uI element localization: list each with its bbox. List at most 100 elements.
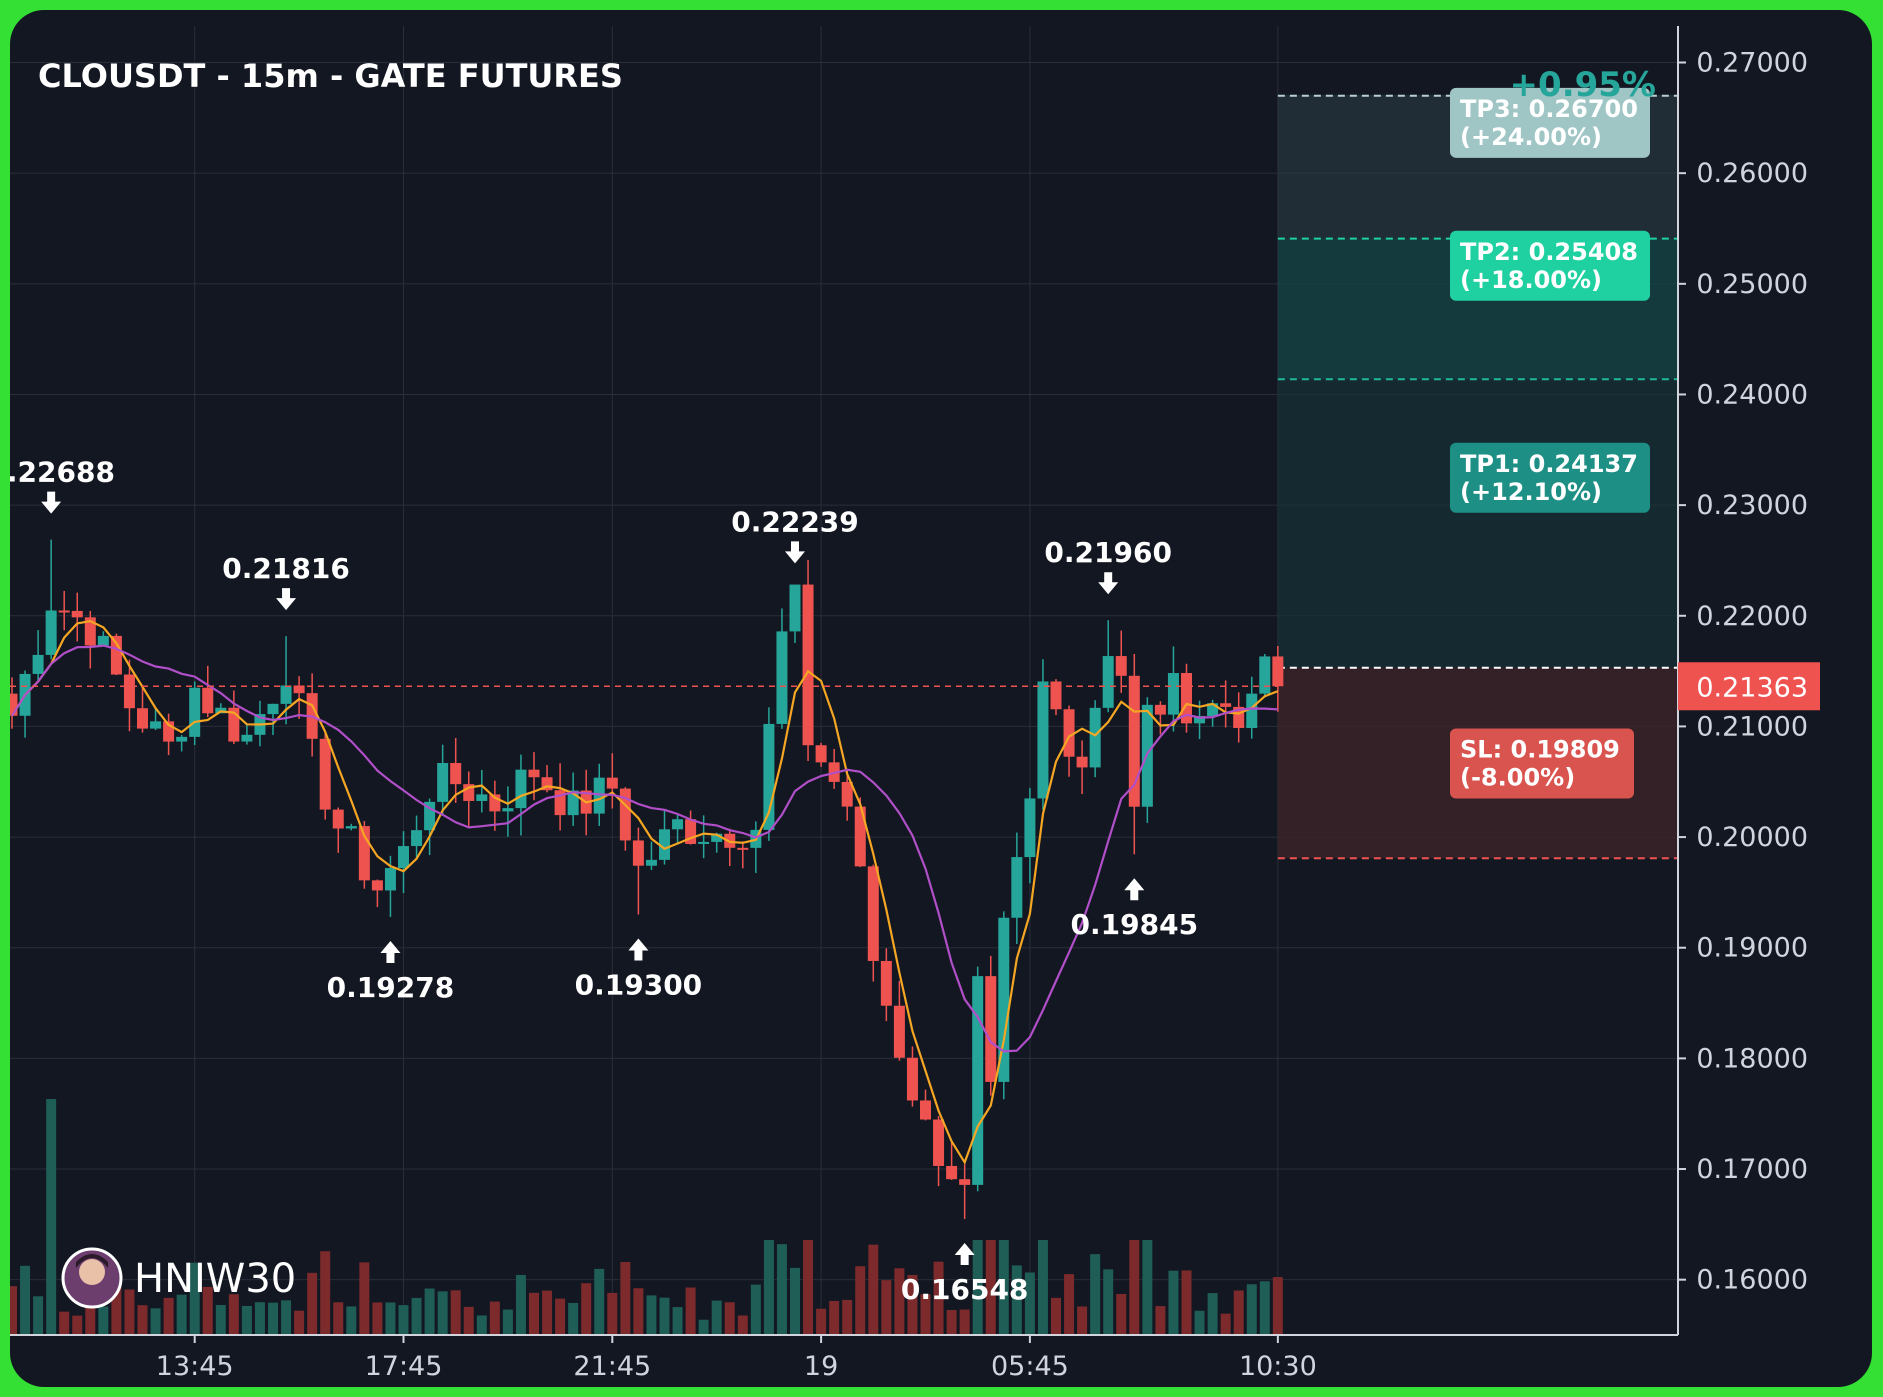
candle[interactable] <box>463 771 475 828</box>
candle[interactable] <box>933 1116 945 1187</box>
candle-body[interactable] <box>476 794 488 801</box>
candle-body[interactable] <box>698 841 710 844</box>
candle-body[interactable] <box>450 763 462 785</box>
candle[interactable] <box>293 676 305 719</box>
candle-body[interactable] <box>606 777 618 789</box>
candle[interactable] <box>1037 659 1049 810</box>
candle-body[interactable] <box>946 1165 958 1180</box>
candle[interactable] <box>241 723 253 745</box>
candle[interactable] <box>110 633 122 676</box>
candle-body[interactable] <box>293 685 305 694</box>
candle-body[interactable] <box>1154 704 1166 715</box>
candle-body[interactable] <box>10 693 18 716</box>
candle[interactable] <box>345 823 357 831</box>
candle-body[interactable] <box>228 707 240 742</box>
candle[interactable] <box>202 665 214 718</box>
candle-body[interactable] <box>645 859 657 866</box>
candle[interactable] <box>411 815 423 858</box>
candle[interactable] <box>893 980 905 1061</box>
candle[interactable] <box>972 966 984 1192</box>
candle[interactable] <box>880 948 892 1022</box>
candle-body[interactable] <box>437 763 449 802</box>
candle-body[interactable] <box>880 960 892 1006</box>
candle-body[interactable] <box>867 866 879 961</box>
candle-body[interactable] <box>1181 673 1192 724</box>
candle[interactable] <box>946 1142 958 1180</box>
candle-body[interactable] <box>515 769 527 809</box>
candle[interactable] <box>998 911 1010 1100</box>
candle-body[interactable] <box>150 721 162 729</box>
target-box-sl[interactable]: SL: 0.19809(-8.00%) <box>1450 728 1634 799</box>
candle-body[interactable] <box>906 1057 918 1101</box>
candle[interactable] <box>828 748 840 789</box>
candle[interactable] <box>1076 740 1088 795</box>
price-chart[interactable]: 0.22688 0.21816 0.19278 0.19300 0.22239 0.165… <box>10 10 1872 1387</box>
candle-body[interactable] <box>163 721 175 742</box>
candle[interactable] <box>541 765 553 793</box>
candle-body[interactable] <box>1050 681 1062 710</box>
candle-body[interactable] <box>241 734 253 742</box>
candle[interactable] <box>1011 832 1023 944</box>
candle-body[interactable] <box>893 1005 905 1058</box>
candle[interactable] <box>1154 701 1166 735</box>
candle-body[interactable] <box>411 830 423 847</box>
candle-body[interactable] <box>1246 693 1258 728</box>
candle-body[interactable] <box>685 819 697 844</box>
candle[interactable] <box>32 630 44 682</box>
candle[interactable] <box>1128 653 1140 855</box>
candle-body[interactable] <box>280 685 292 704</box>
candle-body[interactable] <box>1167 673 1179 715</box>
candle-body[interactable] <box>1128 675 1140 807</box>
candle-body[interactable] <box>619 788 631 841</box>
candle-body[interactable] <box>1102 656 1114 708</box>
candle[interactable] <box>554 763 566 831</box>
candle-body[interactable] <box>502 808 514 812</box>
candle[interactable] <box>332 807 344 853</box>
candle[interactable] <box>19 670 31 738</box>
candle-body[interactable] <box>541 777 553 791</box>
candle-body[interactable] <box>1089 707 1101 768</box>
candle[interactable] <box>437 744 449 816</box>
candle-body[interactable] <box>1220 703 1232 707</box>
candle[interactable] <box>1233 692 1245 743</box>
target-box-tp1[interactable]: TP1: 0.24137(+12.10%) <box>1450 442 1650 513</box>
candle-body[interactable] <box>959 1179 971 1185</box>
candle[interactable] <box>1102 620 1114 713</box>
candle-body[interactable] <box>776 631 788 724</box>
candle-body[interactable] <box>554 790 566 816</box>
candle-body[interactable] <box>737 847 749 850</box>
candle-body[interactable] <box>841 781 853 807</box>
candle-body[interactable] <box>267 703 279 715</box>
candle-body[interactable] <box>97 635 109 646</box>
candle-body[interactable] <box>933 1119 945 1166</box>
candle-body[interactable] <box>358 826 370 881</box>
candle-body[interactable] <box>672 819 684 830</box>
candle[interactable] <box>959 1164 971 1220</box>
candle-body[interactable] <box>384 868 396 891</box>
candle[interactable] <box>920 1089 931 1121</box>
candle[interactable] <box>1272 645 1284 712</box>
candle[interactable] <box>137 684 148 733</box>
candle[interactable] <box>1259 654 1271 698</box>
candle[interactable] <box>123 659 135 732</box>
candle-body[interactable] <box>802 584 814 746</box>
candle[interactable] <box>58 590 70 631</box>
candle[interactable] <box>985 955 997 1096</box>
candle-body[interactable] <box>489 794 501 812</box>
candle[interactable] <box>802 559 814 761</box>
candle-body[interactable] <box>189 687 201 737</box>
candle-body[interactable] <box>1115 656 1127 676</box>
candle-body[interactable] <box>763 723 775 830</box>
candle[interactable] <box>632 827 644 915</box>
candle[interactable] <box>815 742 827 767</box>
candle[interactable] <box>776 608 788 729</box>
candle[interactable] <box>645 841 657 870</box>
candle-body[interactable] <box>528 769 540 778</box>
candle[interactable] <box>763 707 775 841</box>
candle-body[interactable] <box>972 976 984 1185</box>
candle[interactable] <box>750 821 762 873</box>
candle-body[interactable] <box>789 584 801 632</box>
candle-body[interactable] <box>1207 703 1219 717</box>
candle[interactable] <box>789 584 801 643</box>
candle-body[interactable] <box>1076 756 1088 768</box>
